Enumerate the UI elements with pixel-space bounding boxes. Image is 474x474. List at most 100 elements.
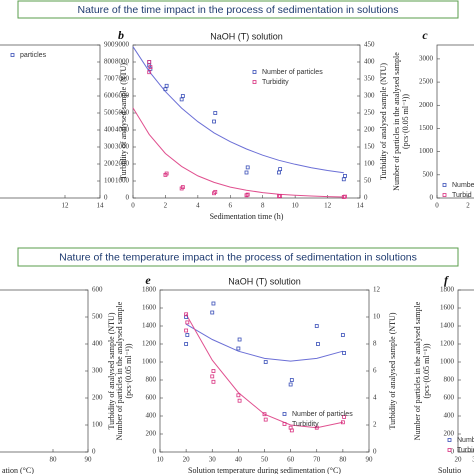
y2-tick-label: 2 <box>373 421 377 429</box>
y-axis-label: Number of particles in the analysed samp… <box>413 301 422 440</box>
data-point <box>316 342 320 346</box>
x-tick-label: 3 <box>472 456 474 464</box>
y2-tick-label: 200 <box>92 394 103 402</box>
chart-title: NaOH (T) solution <box>228 276 301 286</box>
y-tick-label: 0 <box>430 194 434 202</box>
y-tick-label: 4000 <box>115 126 130 134</box>
chart-title: NaOH (T) solution <box>210 31 283 41</box>
x-tick-label: 10 <box>157 456 165 464</box>
y-tick-label: 2000 <box>115 160 130 168</box>
x-tick-label: 50 <box>261 456 269 464</box>
data-point <box>236 346 241 351</box>
y2-tick-label: 300 <box>92 367 103 375</box>
x-axis-label: ation (°C) <box>2 466 34 474</box>
legend-marker <box>442 183 447 187</box>
data-point <box>213 111 218 115</box>
y2-tick-label: 700 <box>104 75 115 83</box>
data-point <box>147 60 152 64</box>
y-tick-label: 1200 <box>440 340 455 348</box>
y2-tick-label: 450 <box>364 41 375 49</box>
y2-tick-label: 400 <box>364 58 375 66</box>
y2-tick-label: 200 <box>104 160 115 168</box>
banner-title: Nature of the temperature impact in the … <box>59 251 417 263</box>
y-tick-label: 1800 <box>440 286 455 294</box>
data-point <box>342 414 346 419</box>
x-tick-label: 20 <box>455 456 463 464</box>
legend-label: Turbid <box>457 447 474 454</box>
data-point <box>210 310 215 315</box>
x-tick-label: 90 <box>85 456 93 464</box>
y-tick-label: 2000 <box>419 101 434 109</box>
y-tick-label: 500 <box>423 170 434 178</box>
x-tick-label: 30 <box>209 456 217 464</box>
legend-label: Turbid <box>452 192 472 199</box>
y2-tick-label: 350 <box>364 75 375 83</box>
legend-marker <box>252 70 257 74</box>
y2-tick-label: 800 <box>104 58 115 66</box>
legend-label: Number of particles <box>292 411 353 418</box>
y-tick-label: 0 <box>126 194 130 202</box>
y-tick-label: 0 <box>153 448 157 456</box>
y-tick-label: 1000 <box>440 358 455 366</box>
data-point <box>277 194 281 199</box>
data-point <box>185 333 190 337</box>
y-tick-label: 6000 <box>115 92 130 100</box>
y2-tick-label: 8 <box>373 340 377 348</box>
y2-tick-label: 0 <box>104 194 108 202</box>
data-point <box>245 165 250 170</box>
y-tick-label: 1200 <box>142 340 157 348</box>
x-tick-label: 8 <box>261 202 265 210</box>
data-point <box>179 186 184 191</box>
data-point <box>184 312 189 317</box>
plot-frame <box>0 44 101 199</box>
y-tick-label: 800 <box>146 376 157 384</box>
x-tick-label: 6 <box>229 202 233 210</box>
data-point <box>263 360 268 364</box>
y2-tick-label: 0 <box>364 194 368 202</box>
y-tick-label: 1600 <box>142 304 157 312</box>
y2-tick-label: 600 <box>92 286 103 294</box>
data-point <box>179 97 184 102</box>
y2-axis-label: Turbidity of analysed sample (NTU) <box>379 63 388 180</box>
y-tick-label: 200 <box>444 430 455 438</box>
y2-tick-label: 900 <box>104 41 115 49</box>
y2-tick-label: 200 <box>364 126 375 134</box>
y-tick-label: 1800 <box>142 286 157 294</box>
data-point <box>236 393 241 398</box>
data-point <box>340 420 345 425</box>
plot-frame <box>0 289 89 453</box>
y-axis-label: (pcs·(0.05 ml⁻¹)) <box>422 343 431 398</box>
y2-tick-label: 100 <box>104 177 115 185</box>
data-point <box>341 195 346 199</box>
y-tick-label: 200 <box>146 430 157 438</box>
y-tick-label: 1500 <box>419 124 434 132</box>
data-point <box>343 173 347 178</box>
y-tick-label: 1000 <box>419 147 434 155</box>
x-axis-label: Sedimentation time (h) <box>210 212 284 221</box>
data-point <box>211 369 216 373</box>
plot-frame <box>159 289 370 453</box>
legend-marker <box>447 438 452 442</box>
y-tick-label: 1000 <box>115 177 130 185</box>
panel-label: e <box>145 273 151 287</box>
data-point <box>289 378 294 382</box>
x-tick-label: 4 <box>196 202 200 210</box>
x-tick-label: 10 <box>292 202 300 210</box>
plot-frame <box>457 289 474 453</box>
x-tick-label: 2 <box>164 202 168 210</box>
data-point <box>148 65 153 69</box>
y2-tick-label: 0 <box>373 448 377 456</box>
data-point <box>288 382 293 387</box>
data-point <box>244 170 249 175</box>
y2-axis-label: Turbidity of analysed sample (NTU) <box>119 63 128 180</box>
data-point <box>237 398 242 403</box>
y-tick-label: 5000 <box>115 109 130 117</box>
y2-tick-label: 500 <box>104 109 115 117</box>
x-tick-label: 40 <box>235 456 243 464</box>
x-tick-label: 60 <box>287 456 295 464</box>
data-point <box>164 83 169 88</box>
data-point <box>163 87 168 92</box>
data-point <box>278 167 283 172</box>
y2-tick-label: 250 <box>364 109 375 117</box>
y-tick-label: 600 <box>444 394 455 402</box>
